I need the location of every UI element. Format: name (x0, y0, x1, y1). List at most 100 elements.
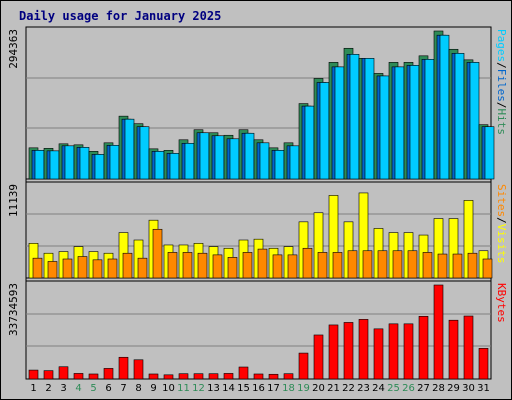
x-tick-18: 18 (282, 383, 295, 394)
bar-bottom-kbytes-day-30 (463, 315, 474, 380)
bar-bottom-kbytes-day-15 (238, 366, 249, 380)
bar-top-pages-day-18 (289, 145, 300, 180)
x-tick-30: 30 (462, 383, 475, 394)
bar-middle-sites-day-2 (47, 261, 58, 279)
x-tick-27: 27 (417, 383, 430, 394)
bar-bottom-kbytes-day-2 (43, 370, 54, 380)
legend-text-middle: Sites/Visits (495, 184, 508, 264)
bar-bottom-kbytes-day-1 (28, 369, 39, 380)
legend-separator: / (495, 217, 508, 224)
x-tick-9: 9 (150, 383, 157, 394)
bar-bottom-kbytes-day-24 (373, 328, 384, 380)
bar-top-pages-day-22 (349, 54, 360, 180)
legend-separator: / (495, 62, 508, 69)
bar-middle-sites-day-4 (77, 256, 88, 279)
ymax-label-middle: 11139 (7, 184, 21, 264)
bar-bottom-kbytes-day-5 (88, 373, 99, 380)
x-tick-14: 14 (222, 383, 235, 394)
x-tick-13: 13 (207, 383, 220, 394)
bar-bottom-kbytes-day-25 (388, 323, 399, 380)
bar-middle-sites-day-28 (437, 253, 448, 279)
x-tick-8: 8 (135, 383, 142, 394)
bar-top-pages-day-31 (484, 126, 495, 180)
bar-bottom-kbytes-day-28 (433, 284, 444, 380)
bar-bottom-kbytes-day-8 (133, 359, 144, 380)
x-tick-20: 20 (312, 383, 325, 394)
bar-top-pages-day-26 (409, 65, 420, 180)
bar-bottom-kbytes-day-22 (343, 322, 354, 380)
bar-top-pages-day-1 (34, 150, 45, 180)
bar-top-pages-day-24 (379, 75, 390, 180)
x-tick-22: 22 (342, 383, 355, 394)
bar-middle-sites-day-29 (452, 253, 463, 279)
legend-text-bottom: KBytes (495, 283, 508, 323)
bar-middle-sites-day-3 (62, 258, 73, 279)
legend-files: Files (495, 68, 508, 102)
bar-bottom-kbytes-day-31 (478, 348, 489, 380)
x-tick-17: 17 (267, 383, 280, 394)
legend-text-top: Pages/Files/Hits (495, 29, 508, 135)
bar-middle-sites-day-18 (287, 254, 298, 279)
x-tick-15: 15 (237, 383, 250, 394)
x-tick-24: 24 (372, 383, 385, 394)
ymax-label-top: 294363 (7, 29, 21, 109)
bar-bottom-kbytes-day-10 (163, 374, 174, 380)
x-tick-28: 28 (432, 383, 445, 394)
bar-middle-sites-day-26 (407, 250, 418, 279)
bar-bottom-kbytes-day-26 (403, 323, 414, 380)
x-tick-3: 3 (60, 383, 67, 394)
bar-middle-sites-day-5 (92, 259, 103, 279)
bar-bottom-kbytes-day-21 (328, 324, 339, 380)
bar-top-pages-day-25 (394, 66, 405, 180)
panel-bottom (25, 280, 492, 380)
bar-middle-sites-day-10 (167, 252, 178, 279)
legend-separator: / (495, 101, 508, 109)
bar-top-pages-day-5 (94, 154, 105, 180)
bar-middle-sites-day-17 (272, 254, 283, 279)
bar-middle-sites-day-12 (197, 252, 208, 279)
bar-bottom-kbytes-day-3 (58, 366, 69, 380)
bar-middle-sites-day-15 (242, 252, 253, 279)
bar-top-pages-day-4 (79, 147, 90, 180)
x-tick-12: 12 (192, 383, 205, 394)
bar-top-pages-day-12 (199, 132, 210, 180)
legend-visits: Visits (495, 223, 508, 264)
bar-bottom-kbytes-day-18 (283, 373, 294, 380)
bar-middle-sites-day-6 (107, 258, 118, 279)
bar-bottom-kbytes-day-6 (103, 368, 114, 380)
bar-top-pages-day-21 (334, 66, 345, 180)
x-tick-31: 31 (477, 383, 490, 394)
bar-middle-sites-day-9 (152, 228, 163, 279)
x-tick-10: 10 (162, 383, 175, 394)
ymax-text-middle: 11139 (7, 184, 20, 218)
bar-top-pages-day-7 (124, 118, 135, 180)
bar-top-pages-day-9 (154, 151, 165, 180)
bar-top-pages-day-11 (184, 143, 195, 180)
legend-kbytes: KBytes (495, 283, 508, 323)
bar-middle-sites-day-30 (467, 252, 478, 279)
legend-sites: Sites (495, 184, 508, 218)
bar-bottom-kbytes-day-16 (253, 373, 264, 380)
bar-middle-sites-day-16 (257, 248, 268, 279)
bar-top-pages-day-19 (304, 105, 315, 180)
legend-pages: Pages (495, 29, 508, 63)
x-tick-21: 21 (327, 383, 340, 394)
bar-middle-sites-day-8 (137, 257, 148, 279)
bar-bottom-kbytes-day-4 (73, 373, 84, 380)
bar-middle-sites-day-13 (212, 254, 223, 279)
bar-bottom-kbytes-day-7 (118, 356, 129, 380)
bar-bottom-kbytes-day-19 (298, 352, 309, 380)
x-tick-29: 29 (447, 383, 460, 394)
bar-top-pages-day-30 (469, 62, 480, 180)
bar-top-pages-day-15 (244, 132, 255, 180)
bar-top-pages-day-23 (364, 58, 375, 180)
bar-top-pages-day-13 (214, 135, 225, 180)
bar-middle-sites-day-19 (302, 247, 313, 279)
bar-bottom-kbytes-day-13 (208, 373, 219, 380)
bar-bottom-kbytes-day-14 (223, 373, 234, 380)
bar-top-pages-day-6 (109, 145, 120, 180)
x-tick-5: 5 (90, 383, 97, 394)
x-tick-26: 26 (402, 383, 415, 394)
